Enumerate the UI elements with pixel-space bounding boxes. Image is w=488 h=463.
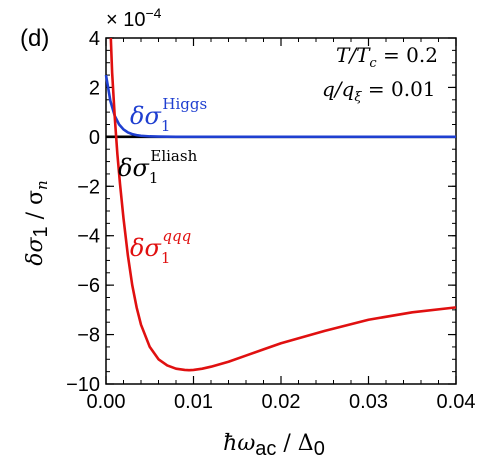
y-tick-label: −8 [77, 325, 100, 347]
y-tick-label: −2 [77, 176, 100, 198]
y-tick-label: −4 [77, 226, 100, 248]
q-annotation: q/qξ = 0.01 [322, 77, 436, 105]
series-label-eliash: δσ1Eliash [118, 147, 198, 187]
series-line-higgs [104, 74, 456, 139]
temperature-annotation: T/Tc = 0.2 [336, 43, 438, 71]
x-tick-label: 0.02 [262, 391, 301, 413]
y-tick-label: 4 [89, 28, 100, 50]
x-axis-label: ħωac / Δ0 [223, 431, 325, 460]
y-tick-label: −6 [77, 275, 100, 297]
tick-labels: 0.00 0.01 0.02 0.03 0.04 4 2 0 −2 −4 −6 −8 −10 [66, 28, 475, 413]
x-tick-label: 0.04 [437, 391, 476, 413]
y-tick-label: −10 [66, 374, 100, 396]
series-label-qqq: δσ1qqq [130, 227, 191, 267]
series-label-higgs: δσ1Higgs [130, 95, 207, 135]
y-multiplier: × 10−4 [106, 5, 162, 31]
y-tick-label: 2 [89, 77, 100, 99]
y-tick-label: 0 [89, 127, 100, 149]
x-tick-label: 0.03 [349, 391, 388, 413]
series-lines [104, 37, 457, 372]
series-line-qqq [109, 37, 457, 372]
panel-label: (d) [20, 25, 49, 52]
x-tick-label: 0.00 [87, 391, 126, 413]
x-tick-label: 0.01 [174, 391, 213, 413]
y-axis-label: δσ1 / σn [23, 180, 52, 265]
